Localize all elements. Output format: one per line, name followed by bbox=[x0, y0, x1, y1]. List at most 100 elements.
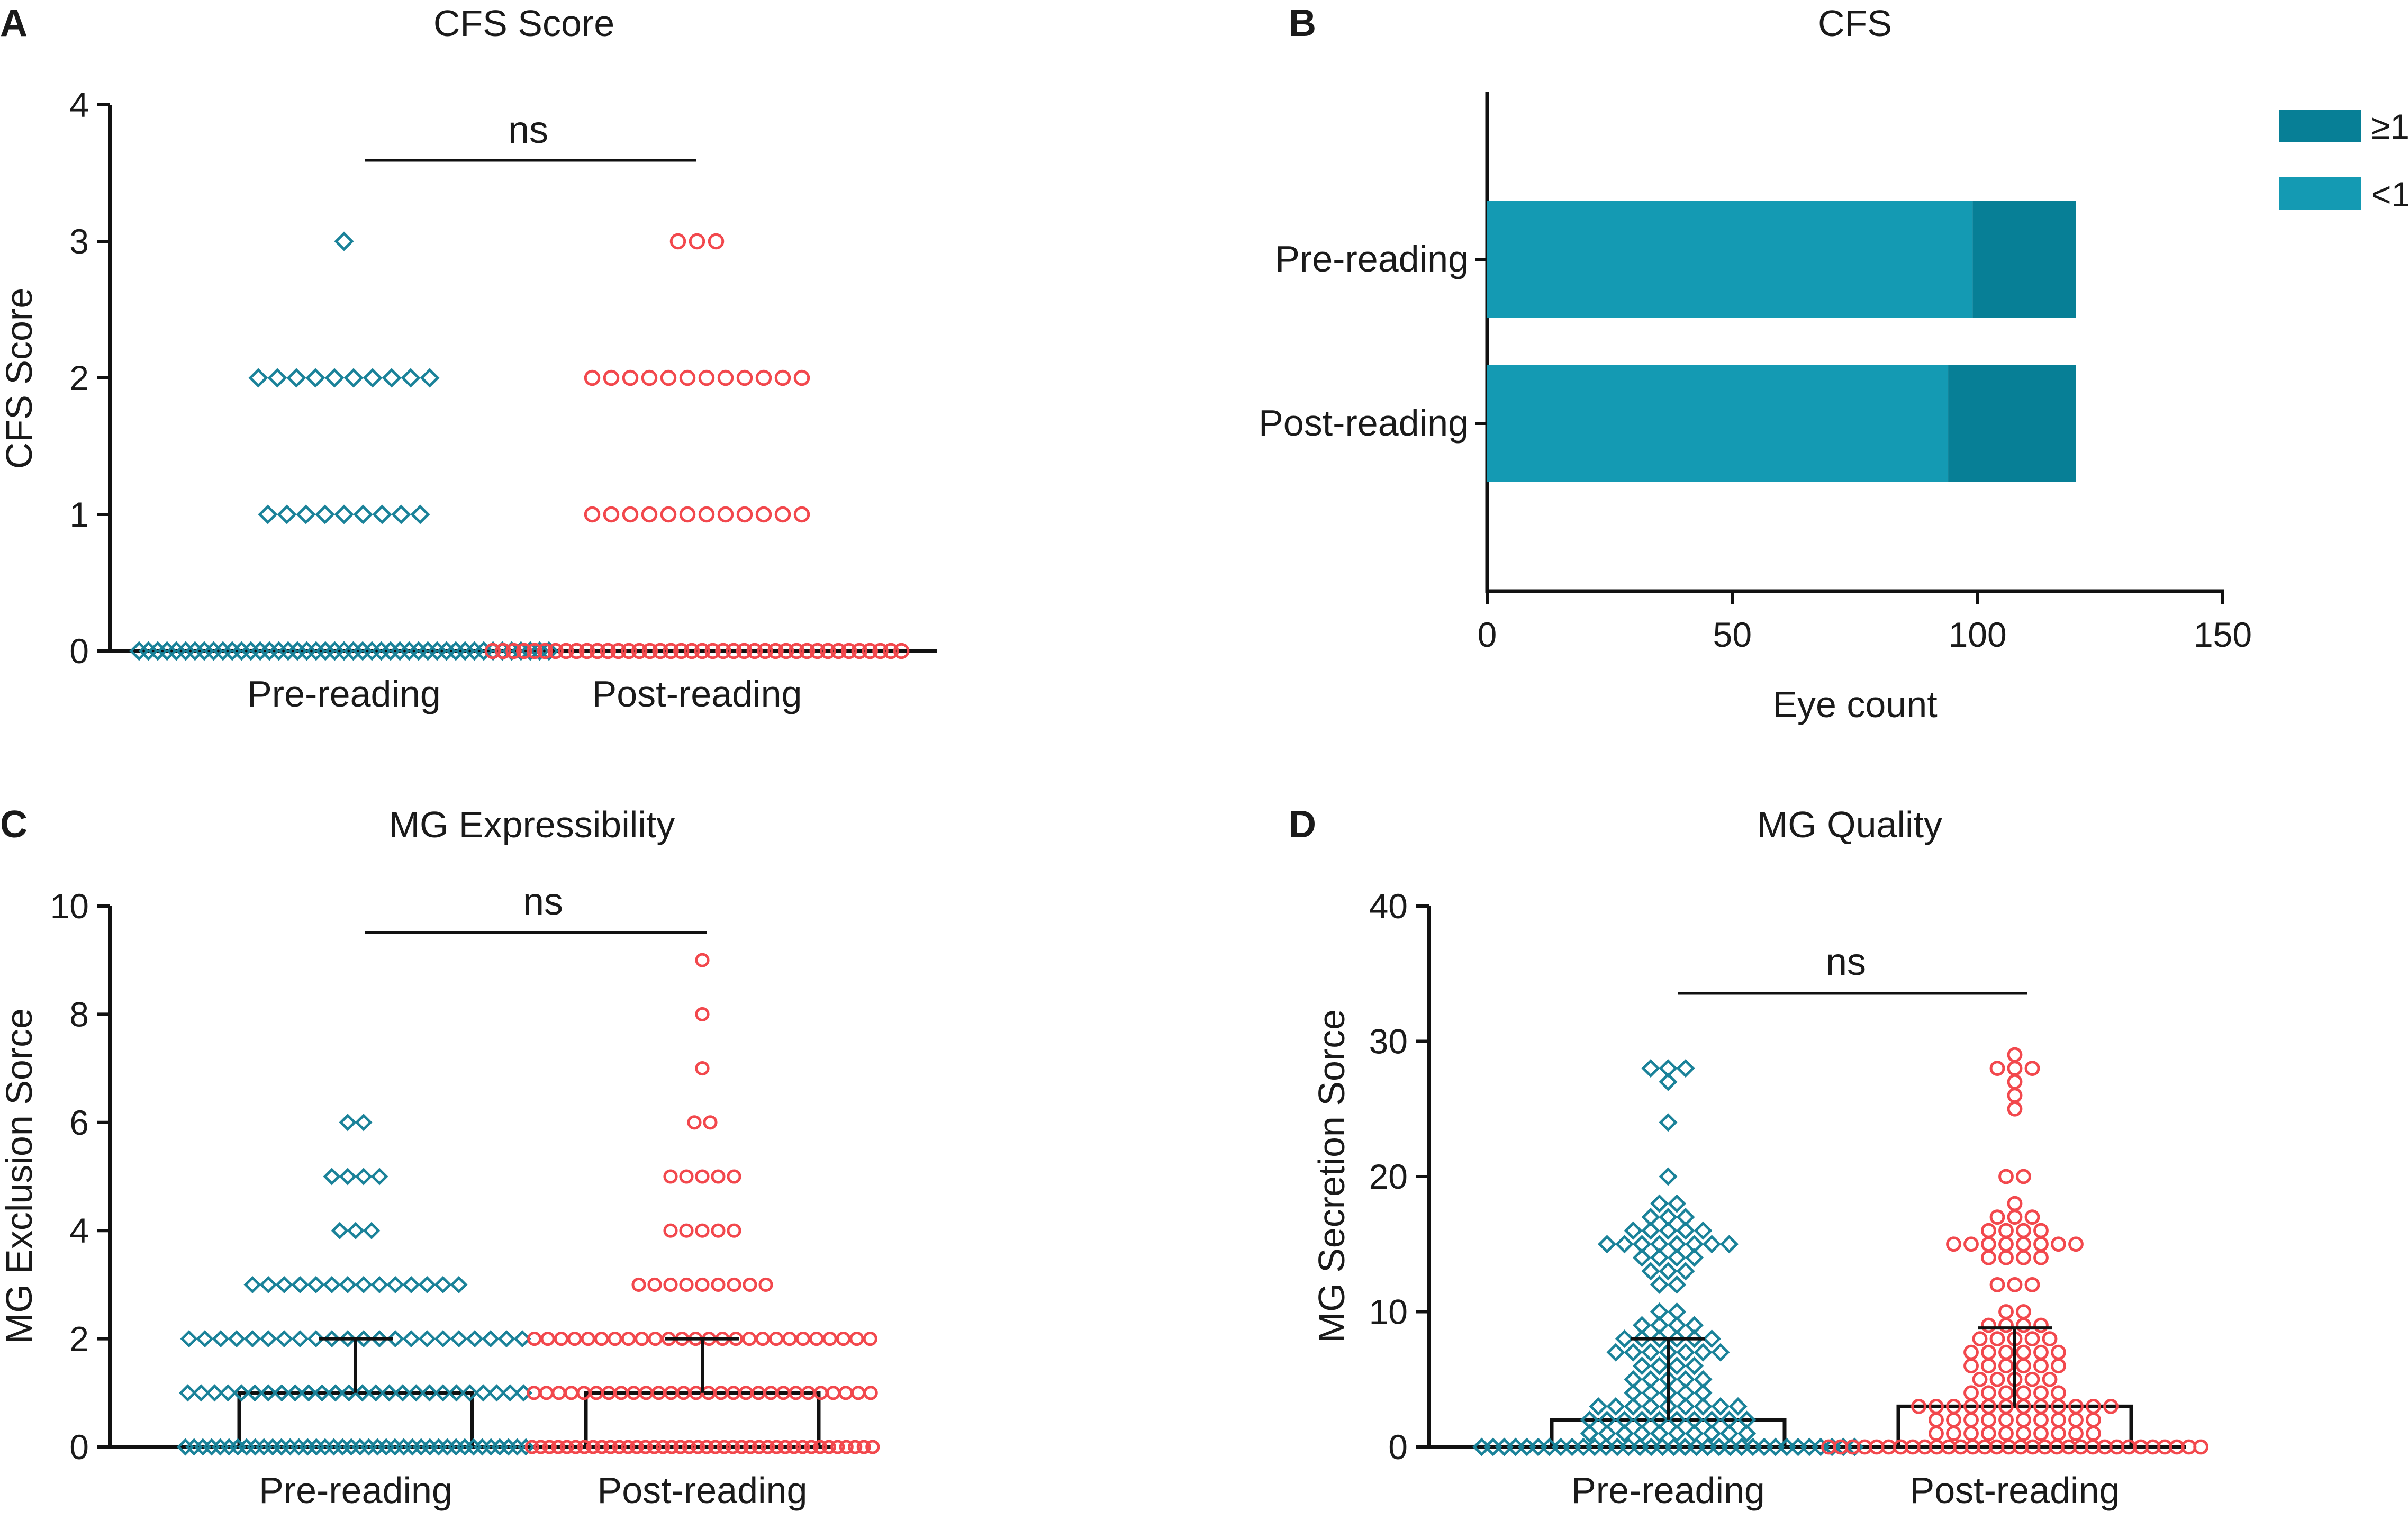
pre-reading-point bbox=[372, 504, 392, 524]
pre-reading-point bbox=[273, 1384, 291, 1402]
y-tick-label: 2 bbox=[69, 358, 89, 397]
post-reading-point bbox=[1981, 1236, 1996, 1252]
pre-reading-point bbox=[1650, 1194, 1669, 1213]
pre-reading-point bbox=[1650, 1302, 1669, 1322]
x-tick-label: 50 bbox=[1713, 615, 1752, 654]
post-reading-point bbox=[2033, 1385, 2049, 1401]
panel-d-category-pre: Pre-reading bbox=[1571, 1470, 1765, 1511]
panel-b-category-post: Post-reading bbox=[1259, 402, 1469, 444]
pre-reading-point bbox=[434, 1275, 452, 1293]
pre-reading-point bbox=[370, 1275, 388, 1293]
panel-letter-b: B bbox=[1289, 2, 1316, 44]
pre-reading-point bbox=[418, 1330, 436, 1348]
pre-reading-point bbox=[259, 1384, 277, 1402]
post-reading-point bbox=[2016, 1344, 2031, 1360]
y-tick-label: 10 bbox=[50, 886, 89, 926]
post-reading-point bbox=[782, 1332, 797, 1346]
pre-reading-point bbox=[1667, 1194, 1687, 1213]
post-reading-point bbox=[786, 1440, 801, 1454]
pre-reading-point bbox=[1624, 1397, 1643, 1416]
pre-reading-point bbox=[1650, 1248, 1669, 1267]
post-reading-point bbox=[663, 643, 679, 659]
post-reading-point bbox=[629, 1440, 644, 1454]
pre-reading-point bbox=[347, 1222, 365, 1239]
post-reading-point bbox=[2051, 1426, 2066, 1441]
post-reading-point bbox=[699, 1440, 714, 1454]
post-reading-point bbox=[703, 1115, 718, 1130]
post-reading-point bbox=[849, 1332, 864, 1346]
post-reading-point bbox=[830, 643, 847, 659]
post-reading-point bbox=[820, 643, 836, 659]
post-reading-point bbox=[564, 1386, 579, 1400]
pre-reading-point bbox=[1632, 1356, 1652, 1376]
pre-reading-point bbox=[402, 1330, 420, 1348]
post-reading-point bbox=[1998, 1223, 2014, 1238]
post-reading-point bbox=[594, 1440, 609, 1454]
pre-reading-point bbox=[1667, 1329, 1687, 1349]
post-reading-point bbox=[516, 643, 532, 659]
panel-d-error-bars bbox=[1631, 1326, 2052, 1420]
post-reading-point bbox=[1946, 1426, 1961, 1441]
post-reading-point bbox=[621, 643, 637, 659]
post-reading-point bbox=[698, 369, 715, 386]
post-reading-point bbox=[631, 1277, 646, 1292]
x-tick-label: 100 bbox=[1949, 615, 2007, 654]
panel-a-category-post: Post-reading bbox=[592, 673, 802, 714]
post-reading-point bbox=[641, 506, 658, 523]
panel-letter-c: C bbox=[0, 803, 28, 846]
post-reading-point bbox=[635, 1332, 649, 1346]
post-reading-point bbox=[1998, 1412, 2014, 1428]
post-reading-point bbox=[527, 1332, 542, 1346]
post-reading-point bbox=[679, 1277, 694, 1292]
pre-reading-point bbox=[248, 368, 268, 388]
post-reading-point bbox=[660, 506, 677, 523]
post-reading-point bbox=[2016, 1223, 2031, 1238]
post-reading-point bbox=[2103, 1398, 2119, 1414]
post-reading-point bbox=[2007, 1074, 2023, 1090]
pre-reading-point bbox=[370, 1168, 388, 1186]
pre-reading-point bbox=[340, 1384, 358, 1402]
pre-reading-point bbox=[339, 1168, 357, 1186]
pre-reading-point bbox=[382, 368, 402, 388]
post-reading-point bbox=[774, 506, 791, 523]
panel-c-y-ticks: 0 2 4 6 8 10 bbox=[50, 886, 110, 1467]
post-reading-point bbox=[2016, 1250, 2031, 1265]
post-reading-point bbox=[1981, 1385, 1996, 1401]
post-reading-point bbox=[1963, 1385, 1979, 1401]
pre-reading-point bbox=[367, 1384, 385, 1402]
post-reading-point bbox=[2033, 1358, 2049, 1374]
pre-reading-point bbox=[1606, 1397, 1625, 1416]
panel-d-title: MG Quality bbox=[1757, 804, 1942, 845]
y-tick-label: 0 bbox=[69, 1427, 89, 1467]
median-bar bbox=[237, 1391, 474, 1449]
y-tick-label: 0 bbox=[69, 631, 89, 671]
y-tick-label: 0 bbox=[1388, 1427, 1408, 1467]
panel-d: D MG Quality MG Secretion Sorce Pre-read… bbox=[1289, 803, 2209, 1511]
pre-reading-point bbox=[286, 1384, 304, 1402]
post-reading-point bbox=[715, 643, 731, 659]
post-reading-point bbox=[484, 643, 501, 659]
panel-c-bars bbox=[237, 1391, 821, 1449]
pre-reading-point bbox=[313, 1384, 331, 1402]
post-reading-point bbox=[2033, 1250, 2049, 1265]
panel-c-y-label: MG Exclusion Sorce bbox=[0, 1008, 40, 1344]
pre-reading-point bbox=[1641, 1221, 1660, 1240]
pre-reading-point bbox=[259, 1330, 277, 1348]
pre-reading-point bbox=[196, 1330, 214, 1348]
post-reading-point bbox=[1929, 1412, 1944, 1428]
post-reading-point bbox=[2016, 1236, 2031, 1252]
post-reading-point bbox=[673, 643, 690, 659]
pre-reading-point bbox=[1597, 1424, 1617, 1443]
post-reading-point bbox=[589, 643, 606, 659]
pre-reading-point bbox=[1719, 1235, 1739, 1254]
pre-reading-point bbox=[1676, 1059, 1695, 1078]
post-reading-point bbox=[1989, 1277, 2005, 1292]
post-reading-point bbox=[1963, 1358, 1979, 1374]
post-reading-point bbox=[1963, 1236, 1979, 1252]
pre-reading-point bbox=[228, 1330, 246, 1348]
pre-reading-point bbox=[353, 504, 373, 524]
post-reading-point bbox=[734, 1440, 749, 1454]
post-reading-point bbox=[495, 643, 511, 659]
pre-reading-point bbox=[1667, 1235, 1687, 1254]
pre-reading-point bbox=[1694, 1370, 1713, 1389]
